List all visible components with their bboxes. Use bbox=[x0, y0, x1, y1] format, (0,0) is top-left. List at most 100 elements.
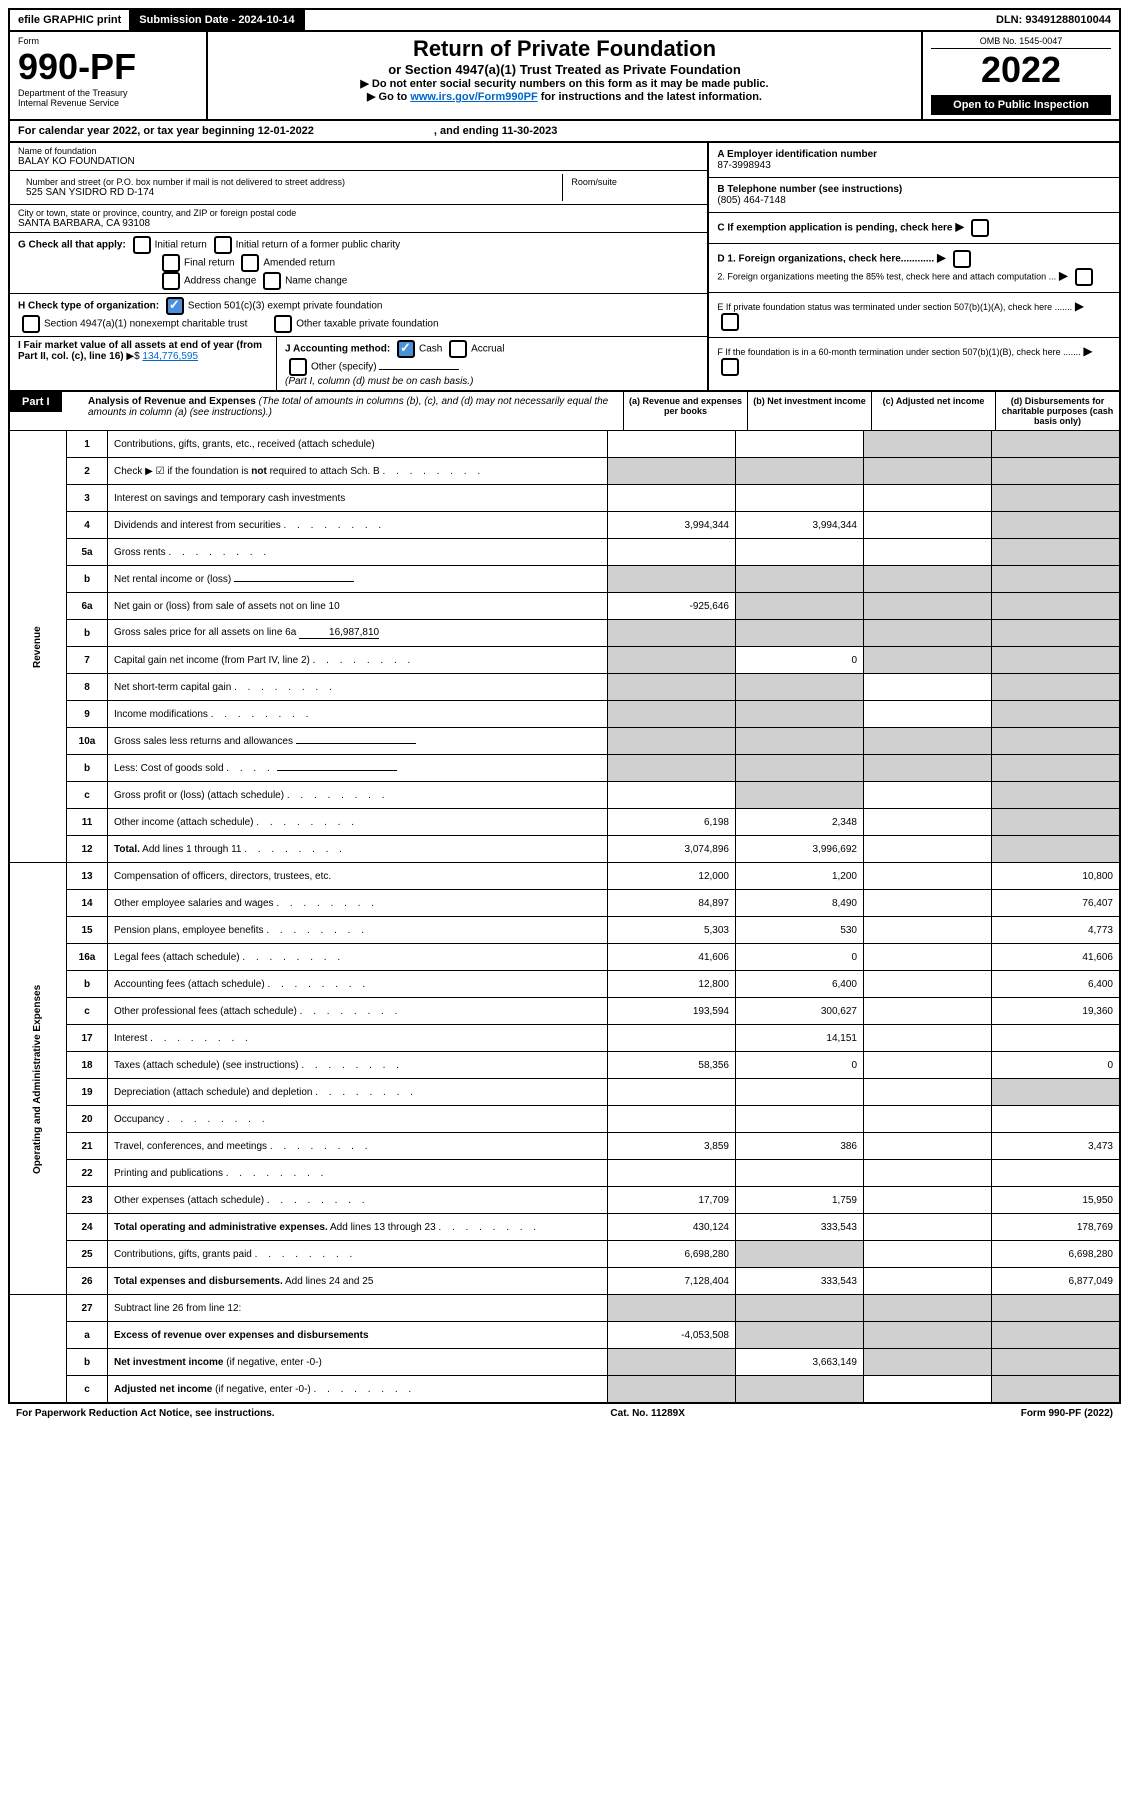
cell-c bbox=[864, 701, 992, 728]
accrual-checkbox[interactable] bbox=[449, 340, 467, 358]
line-description: Legal fees (attach schedule) . . . . . .… bbox=[108, 944, 608, 971]
cell-c bbox=[864, 1214, 992, 1241]
line-number: b bbox=[67, 971, 108, 998]
table-row: 18Taxes (attach schedule) (see instructi… bbox=[9, 1052, 1120, 1079]
address-change-checkbox[interactable] bbox=[162, 272, 180, 290]
cell-d bbox=[992, 512, 1121, 539]
cell-d bbox=[992, 485, 1121, 512]
cell-d bbox=[992, 431, 1121, 458]
initial-return-checkbox[interactable] bbox=[133, 236, 151, 254]
line-number: 20 bbox=[67, 1106, 108, 1133]
table-row: 16aLegal fees (attach schedule) . . . . … bbox=[9, 944, 1120, 971]
cell-b bbox=[736, 485, 864, 512]
cell-b bbox=[736, 458, 864, 485]
cell-d bbox=[992, 755, 1121, 782]
table-row: 20Occupancy . . . . . . . . bbox=[9, 1106, 1120, 1133]
table-row: 10aGross sales less returns and allowanc… bbox=[9, 728, 1120, 755]
line-number: 2 bbox=[67, 458, 108, 485]
cell-b: 0 bbox=[736, 647, 864, 674]
final-return-checkbox[interactable] bbox=[162, 254, 180, 272]
d2-checkbox[interactable] bbox=[1075, 268, 1093, 286]
line-number: 7 bbox=[67, 647, 108, 674]
line-number: 5a bbox=[67, 539, 108, 566]
line-number: 4 bbox=[67, 512, 108, 539]
line-number: 14 bbox=[67, 890, 108, 917]
cell-b: 3,663,149 bbox=[736, 1349, 864, 1376]
cash-checkbox[interactable] bbox=[397, 340, 415, 358]
c-checkbox[interactable] bbox=[971, 219, 989, 237]
cell-d bbox=[992, 1349, 1121, 1376]
line-description: Check ▶ ☑ if the foundation is not requi… bbox=[108, 458, 608, 485]
cell-b bbox=[736, 728, 864, 755]
501c3-checkbox[interactable] bbox=[166, 297, 184, 315]
table-row: 7Capital gain net income (from Part IV, … bbox=[9, 647, 1120, 674]
name-change-checkbox[interactable] bbox=[263, 272, 281, 290]
cell-a bbox=[608, 782, 736, 809]
cell-d: 15,950 bbox=[992, 1187, 1121, 1214]
efile-button[interactable]: efile GRAPHIC print bbox=[10, 10, 131, 30]
cell-b bbox=[736, 1322, 864, 1349]
line-description: Excess of revenue over expenses and disb… bbox=[108, 1322, 608, 1349]
table-row: 22Printing and publications . . . . . . … bbox=[9, 1160, 1120, 1187]
line-number: c bbox=[67, 782, 108, 809]
foundation-name: BALAY KO FOUNDATION bbox=[18, 156, 699, 167]
line-description: Other income (attach schedule) . . . . .… bbox=[108, 809, 608, 836]
form-subtitle: or Section 4947(a)(1) Trust Treated as P… bbox=[216, 62, 913, 77]
cell-a: 3,994,344 bbox=[608, 512, 736, 539]
city-label: City or town, state or province, country… bbox=[18, 208, 699, 218]
fmv-value[interactable]: 134,776,595 bbox=[142, 351, 198, 362]
cell-b bbox=[736, 1079, 864, 1106]
line-description: Net gain or (loss) from sale of assets n… bbox=[108, 593, 608, 620]
cell-d bbox=[992, 566, 1121, 593]
e-checkbox[interactable] bbox=[721, 313, 739, 331]
cell-a: 58,356 bbox=[608, 1052, 736, 1079]
i-label: I Fair market value of all assets at end… bbox=[18, 340, 262, 362]
line-number: 8 bbox=[67, 674, 108, 701]
cell-b: 2,348 bbox=[736, 809, 864, 836]
line-number: 18 bbox=[67, 1052, 108, 1079]
cell-c bbox=[864, 431, 992, 458]
line-description: Adjusted net income (if negative, enter … bbox=[108, 1376, 608, 1404]
line-description: Dividends and interest from securities .… bbox=[108, 512, 608, 539]
d1-label: D 1. Foreign organizations, check here..… bbox=[717, 254, 934, 265]
initial-former-checkbox[interactable] bbox=[214, 236, 232, 254]
cell-c bbox=[864, 1322, 992, 1349]
form-link[interactable]: www.irs.gov/Form990PF bbox=[410, 91, 537, 103]
form-title: Return of Private Foundation bbox=[216, 36, 913, 62]
cell-d bbox=[992, 539, 1121, 566]
cell-b: 3,996,692 bbox=[736, 836, 864, 863]
cell-a: -4,053,508 bbox=[608, 1322, 736, 1349]
line-description: Interest on savings and temporary cash i… bbox=[108, 485, 608, 512]
cell-d: 76,407 bbox=[992, 890, 1121, 917]
line-number: 21 bbox=[67, 1133, 108, 1160]
table-row: bLess: Cost of goods sold . . . . bbox=[9, 755, 1120, 782]
cell-a bbox=[608, 674, 736, 701]
f-checkbox[interactable] bbox=[721, 358, 739, 376]
cell-d bbox=[992, 1160, 1121, 1187]
cell-d bbox=[992, 1025, 1121, 1052]
cell-b bbox=[736, 1295, 864, 1322]
cell-c bbox=[864, 1133, 992, 1160]
line-description: Gross profit or (loss) (attach schedule)… bbox=[108, 782, 608, 809]
cell-c bbox=[864, 1052, 992, 1079]
d1-checkbox[interactable] bbox=[953, 250, 971, 268]
cell-a: 7,128,404 bbox=[608, 1268, 736, 1295]
table-row: bNet rental income or (loss) bbox=[9, 566, 1120, 593]
cell-d: 0 bbox=[992, 1052, 1121, 1079]
cell-a bbox=[608, 431, 736, 458]
amended-return-checkbox[interactable] bbox=[241, 254, 259, 272]
cell-c bbox=[864, 944, 992, 971]
other-method-checkbox[interactable] bbox=[289, 358, 307, 376]
table-row: aExcess of revenue over expenses and dis… bbox=[9, 1322, 1120, 1349]
cell-b bbox=[736, 755, 864, 782]
table-row: 9Income modifications . . . . . . . . bbox=[9, 701, 1120, 728]
entity-info: Name of foundation BALAY KO FOUNDATION N… bbox=[8, 143, 1121, 392]
4947-checkbox[interactable] bbox=[22, 315, 40, 333]
other-taxable-checkbox[interactable] bbox=[274, 315, 292, 333]
table-row: bGross sales price for all assets on lin… bbox=[9, 620, 1120, 647]
line-number: 24 bbox=[67, 1214, 108, 1241]
table-row: 5aGross rents . . . . . . . . bbox=[9, 539, 1120, 566]
calendar-year-row: For calendar year 2022, or tax year begi… bbox=[8, 121, 1121, 143]
cell-b bbox=[736, 1106, 864, 1133]
cell-c bbox=[864, 863, 992, 890]
